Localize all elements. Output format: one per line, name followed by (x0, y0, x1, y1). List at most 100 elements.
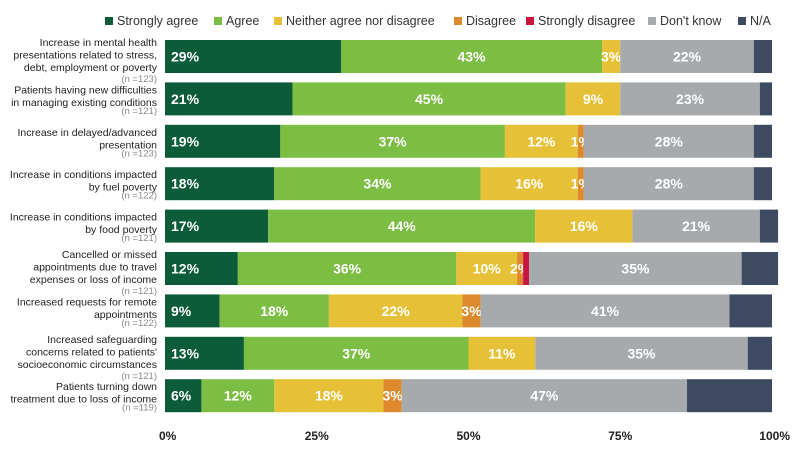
data-label: 28% (655, 176, 684, 192)
data-label: 35% (627, 345, 656, 361)
bar-segment (529, 252, 742, 285)
data-label: 21% (682, 218, 711, 234)
bar-segment (583, 124, 754, 158)
data-label: 3% (383, 388, 404, 404)
bar-segment (753, 124, 772, 158)
bar-segment (565, 82, 621, 116)
bar-segment (292, 82, 566, 116)
data-label: 21% (171, 91, 200, 107)
bar-segment (165, 294, 220, 328)
data-label: 19% (171, 133, 200, 149)
data-label: 22% (382, 303, 411, 319)
category-label: Increase in mental health presentations r… (13, 37, 157, 74)
bar-segment (456, 252, 518, 285)
legend-label: Neither agree nor disagree (286, 14, 435, 28)
data-label: 45% (415, 91, 444, 107)
category-label: Increased requests for remote appointment… (17, 296, 157, 321)
bar-segment (535, 336, 748, 370)
bar-segment (741, 252, 779, 285)
data-label: 41% (591, 303, 620, 319)
bar-segment (165, 82, 293, 116)
bar-segment (577, 124, 584, 158)
sample-size-label: (n =122) (121, 318, 157, 329)
category-label: Increased safeguarding concerns related t… (18, 334, 158, 371)
category-label: Increase in delayed/advanced presentation (17, 127, 157, 152)
data-label: 23% (676, 91, 705, 107)
data-label: 43% (458, 49, 487, 65)
data-label: 10% (473, 261, 502, 277)
data-label: 44% (388, 218, 417, 234)
category-label: Patients turning down treatment due to lo… (11, 381, 158, 406)
data-label: 37% (342, 345, 371, 361)
sample-size-label: (n =121) (121, 286, 157, 297)
x-tick-label: 75% (608, 429, 632, 443)
data-label: 9% (583, 91, 604, 107)
legend-label: Agree (226, 14, 259, 28)
bar-segment (165, 167, 275, 201)
data-label: 34% (363, 176, 392, 192)
bar-segment (620, 40, 754, 73)
bar-segment (753, 40, 772, 73)
data-label: 18% (260, 303, 289, 319)
data-label: 3% (601, 49, 622, 65)
bar-segment (165, 124, 281, 158)
legend-swatch (454, 17, 462, 25)
legend-swatch (105, 17, 113, 25)
sample-size-label: (n =121) (121, 233, 157, 244)
bar-segment (583, 167, 754, 201)
bar-segment (274, 167, 481, 201)
legend-swatch (648, 17, 656, 25)
bar-segment (517, 252, 524, 285)
data-label: 18% (315, 388, 344, 404)
data-label: 6% (171, 388, 192, 404)
category-label: Patients having new difficulties in manag… (11, 84, 157, 109)
bar-segment (341, 40, 603, 73)
legend-label: Strongly disagree (538, 14, 635, 28)
data-label: 22% (673, 49, 702, 65)
data-label: 37% (379, 133, 408, 149)
bar-segment (243, 336, 469, 370)
legend-label: Strongly agree (117, 14, 198, 28)
category-label: Increase in conditions impacted by fuel p… (10, 169, 158, 194)
data-label: 47% (530, 388, 559, 404)
bar-segment (383, 379, 402, 413)
bar-segment (632, 209, 760, 243)
bar-segment (747, 336, 772, 370)
bar-segment (165, 209, 269, 243)
legend-label: Disagree (466, 14, 516, 28)
bar-segment (280, 124, 505, 158)
x-tick-label: 100% (759, 429, 790, 443)
legend-label: N/A (750, 14, 772, 28)
bar-segment (165, 252, 238, 285)
bar-segment (602, 40, 621, 73)
sample-size-label: (n =123) (121, 74, 157, 85)
bar-segment (759, 209, 779, 243)
data-label: 36% (333, 261, 362, 277)
bar-segment (620, 82, 760, 116)
legend-swatch (526, 17, 534, 25)
data-label: 18% (171, 176, 200, 192)
x-tick-label: 50% (456, 429, 480, 443)
sample-size-label: (n =119) (122, 403, 157, 414)
data-label: 12% (171, 261, 200, 277)
data-label: 17% (171, 218, 200, 234)
bar-segment (480, 167, 578, 201)
bar-segment (201, 379, 275, 413)
bar-segment (577, 167, 584, 201)
data-label: 12% (224, 388, 253, 404)
data-label: 12% (527, 133, 556, 149)
bar-segment (165, 40, 342, 73)
bar-segment (468, 336, 536, 370)
legend-swatch (214, 17, 222, 25)
bar-segment (401, 379, 688, 413)
data-label: 29% (171, 49, 200, 65)
data-label: 3% (461, 303, 482, 319)
bar-segment (753, 167, 772, 201)
legend-swatch (274, 17, 282, 25)
bar-segment (759, 82, 772, 116)
legend-label: Don't know (660, 14, 722, 28)
data-label: 13% (171, 345, 200, 361)
bar-segment (535, 209, 633, 243)
